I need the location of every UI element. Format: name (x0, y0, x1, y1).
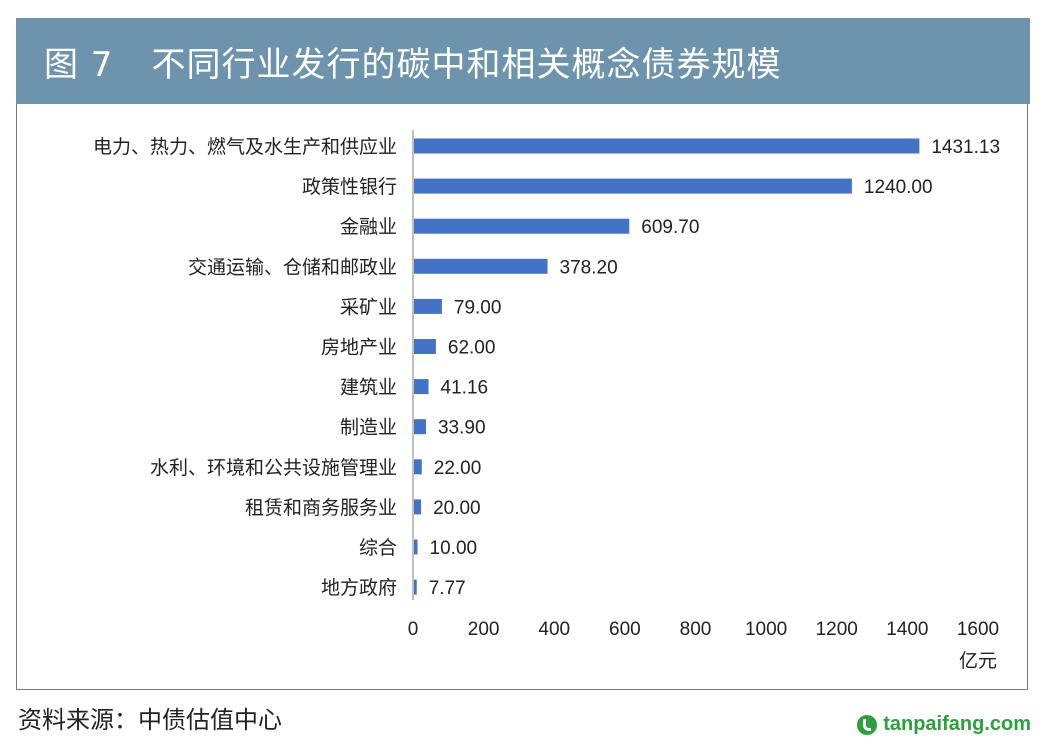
bar (414, 339, 436, 354)
value-label: 10.00 (430, 538, 478, 559)
value-label: 20.00 (433, 498, 481, 519)
x-tick-label: 1200 (816, 619, 858, 640)
category-label: 租赁和商务服务业 (245, 497, 397, 519)
x-axis-unit: 亿元 (959, 650, 997, 672)
x-tick-label: 800 (680, 619, 712, 640)
category-label: 综合 (359, 537, 397, 559)
bar (414, 178, 852, 194)
chart-frame (16, 104, 1028, 690)
category-label: 电力、热力、燃气及水生产和供应业 (93, 136, 397, 158)
value-label: 1240.00 (864, 177, 933, 198)
value-label: 609.70 (641, 217, 699, 238)
x-tick-label: 400 (538, 619, 570, 640)
bar (414, 258, 548, 274)
bar (414, 579, 417, 595)
chart-header: 图 7 不同行业发行的碳中和相关概念债券规模 (16, 18, 1030, 104)
bar (414, 539, 418, 555)
x-tick-label: 0 (408, 619, 419, 640)
category-label: 采矿业 (340, 296, 397, 318)
bar (414, 459, 422, 475)
category-label: 政策性银行 (302, 176, 397, 198)
chart-title: 不同行业发行的碳中和相关概念债券规模 (151, 44, 782, 85)
bar-chart: 电力、热力、燃气及水生产和供应业 1431.13 政策性银行 1240.00 金融业 60… (93, 130, 1000, 672)
x-tick-label: 1600 (957, 619, 999, 640)
bar (414, 379, 429, 395)
value-label: 62.00 (448, 338, 496, 359)
bar (414, 138, 920, 154)
watermark-text: tanpaifang.com (883, 713, 1031, 735)
bar (414, 419, 426, 435)
category-label: 交通运输、仓储和邮政业 (188, 256, 397, 278)
source-note: 资料来源：中债估值中心 (18, 706, 282, 734)
value-label: 79.00 (454, 297, 502, 318)
value-label: 7.77 (429, 578, 466, 599)
x-tick-label: 1400 (886, 619, 928, 640)
value-label: 22.00 (434, 458, 482, 479)
category-label: 水利、环境和公共设施管理业 (150, 457, 397, 479)
bar (414, 218, 630, 234)
leaf-logo-icon (857, 714, 878, 735)
bar (414, 499, 422, 515)
category-label: 建筑业 (340, 377, 397, 399)
category-label: 房地产业 (321, 337, 397, 359)
value-label: 378.20 (560, 257, 618, 278)
watermark: tanpaifang.com (857, 713, 1031, 736)
category-label: 制造业 (340, 417, 397, 439)
bar (414, 298, 442, 314)
x-tick-label: 600 (609, 619, 641, 640)
figure-number: 图 7 (44, 44, 114, 85)
value-label: 33.90 (438, 418, 486, 439)
x-tick-label: 200 (468, 619, 500, 640)
category-label: 金融业 (340, 216, 397, 238)
category-label: 地方政府 (321, 577, 397, 599)
value-label: 41.16 (441, 378, 489, 399)
value-label: 1431.13 (931, 137, 1000, 158)
x-tick-label: 1000 (745, 619, 787, 640)
